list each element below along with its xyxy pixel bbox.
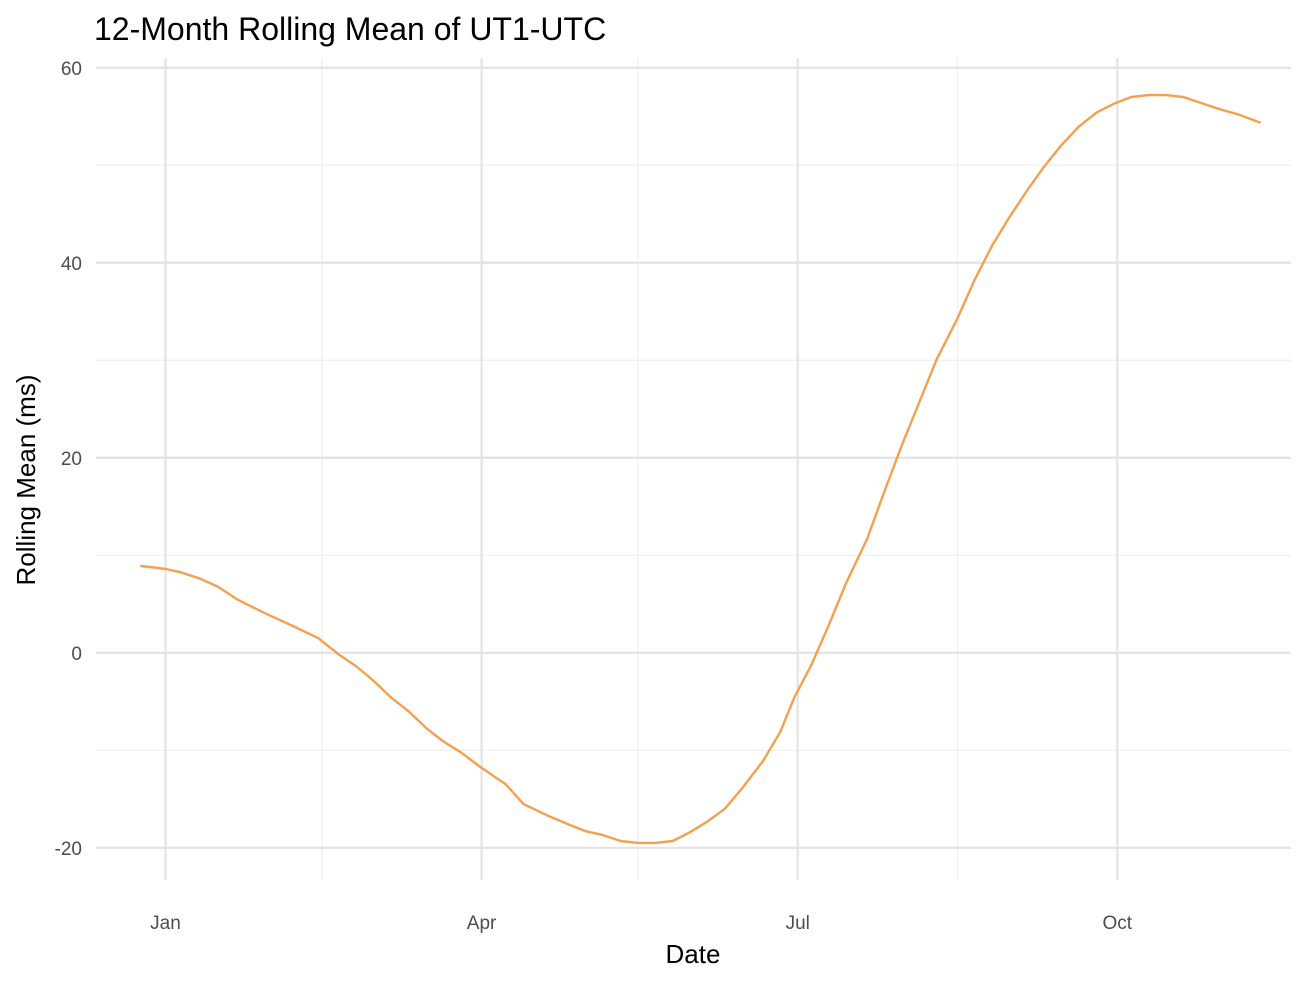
y-tick-label: -20 bbox=[55, 839, 82, 860]
y-tick-label: 40 bbox=[61, 254, 82, 275]
x-axis-tick-labels: Jan Apr Jul Oct bbox=[150, 913, 1133, 934]
y-axis-title: Rolling Mean (ms) bbox=[11, 375, 41, 586]
major-gridlines bbox=[96, 58, 1291, 880]
y-tick-label: 20 bbox=[61, 449, 82, 470]
x-tick-label: Apr bbox=[467, 913, 497, 934]
minor-gridlines bbox=[96, 58, 1291, 880]
x-tick-label: Oct bbox=[1103, 913, 1133, 934]
x-axis-title: Date bbox=[666, 939, 721, 969]
x-tick-label: Jan bbox=[150, 913, 181, 934]
x-tick-label: Jul bbox=[786, 913, 810, 934]
y-axis-tick-labels: -20 0 20 40 60 bbox=[55, 59, 82, 860]
y-tick-label: 60 bbox=[61, 59, 82, 80]
series-layer bbox=[140, 93, 1261, 845]
series-line bbox=[140, 93, 1261, 845]
chart-title: 12-Month Rolling Mean of UT1-UTC bbox=[94, 11, 606, 47]
y-tick-label: 0 bbox=[71, 644, 82, 665]
